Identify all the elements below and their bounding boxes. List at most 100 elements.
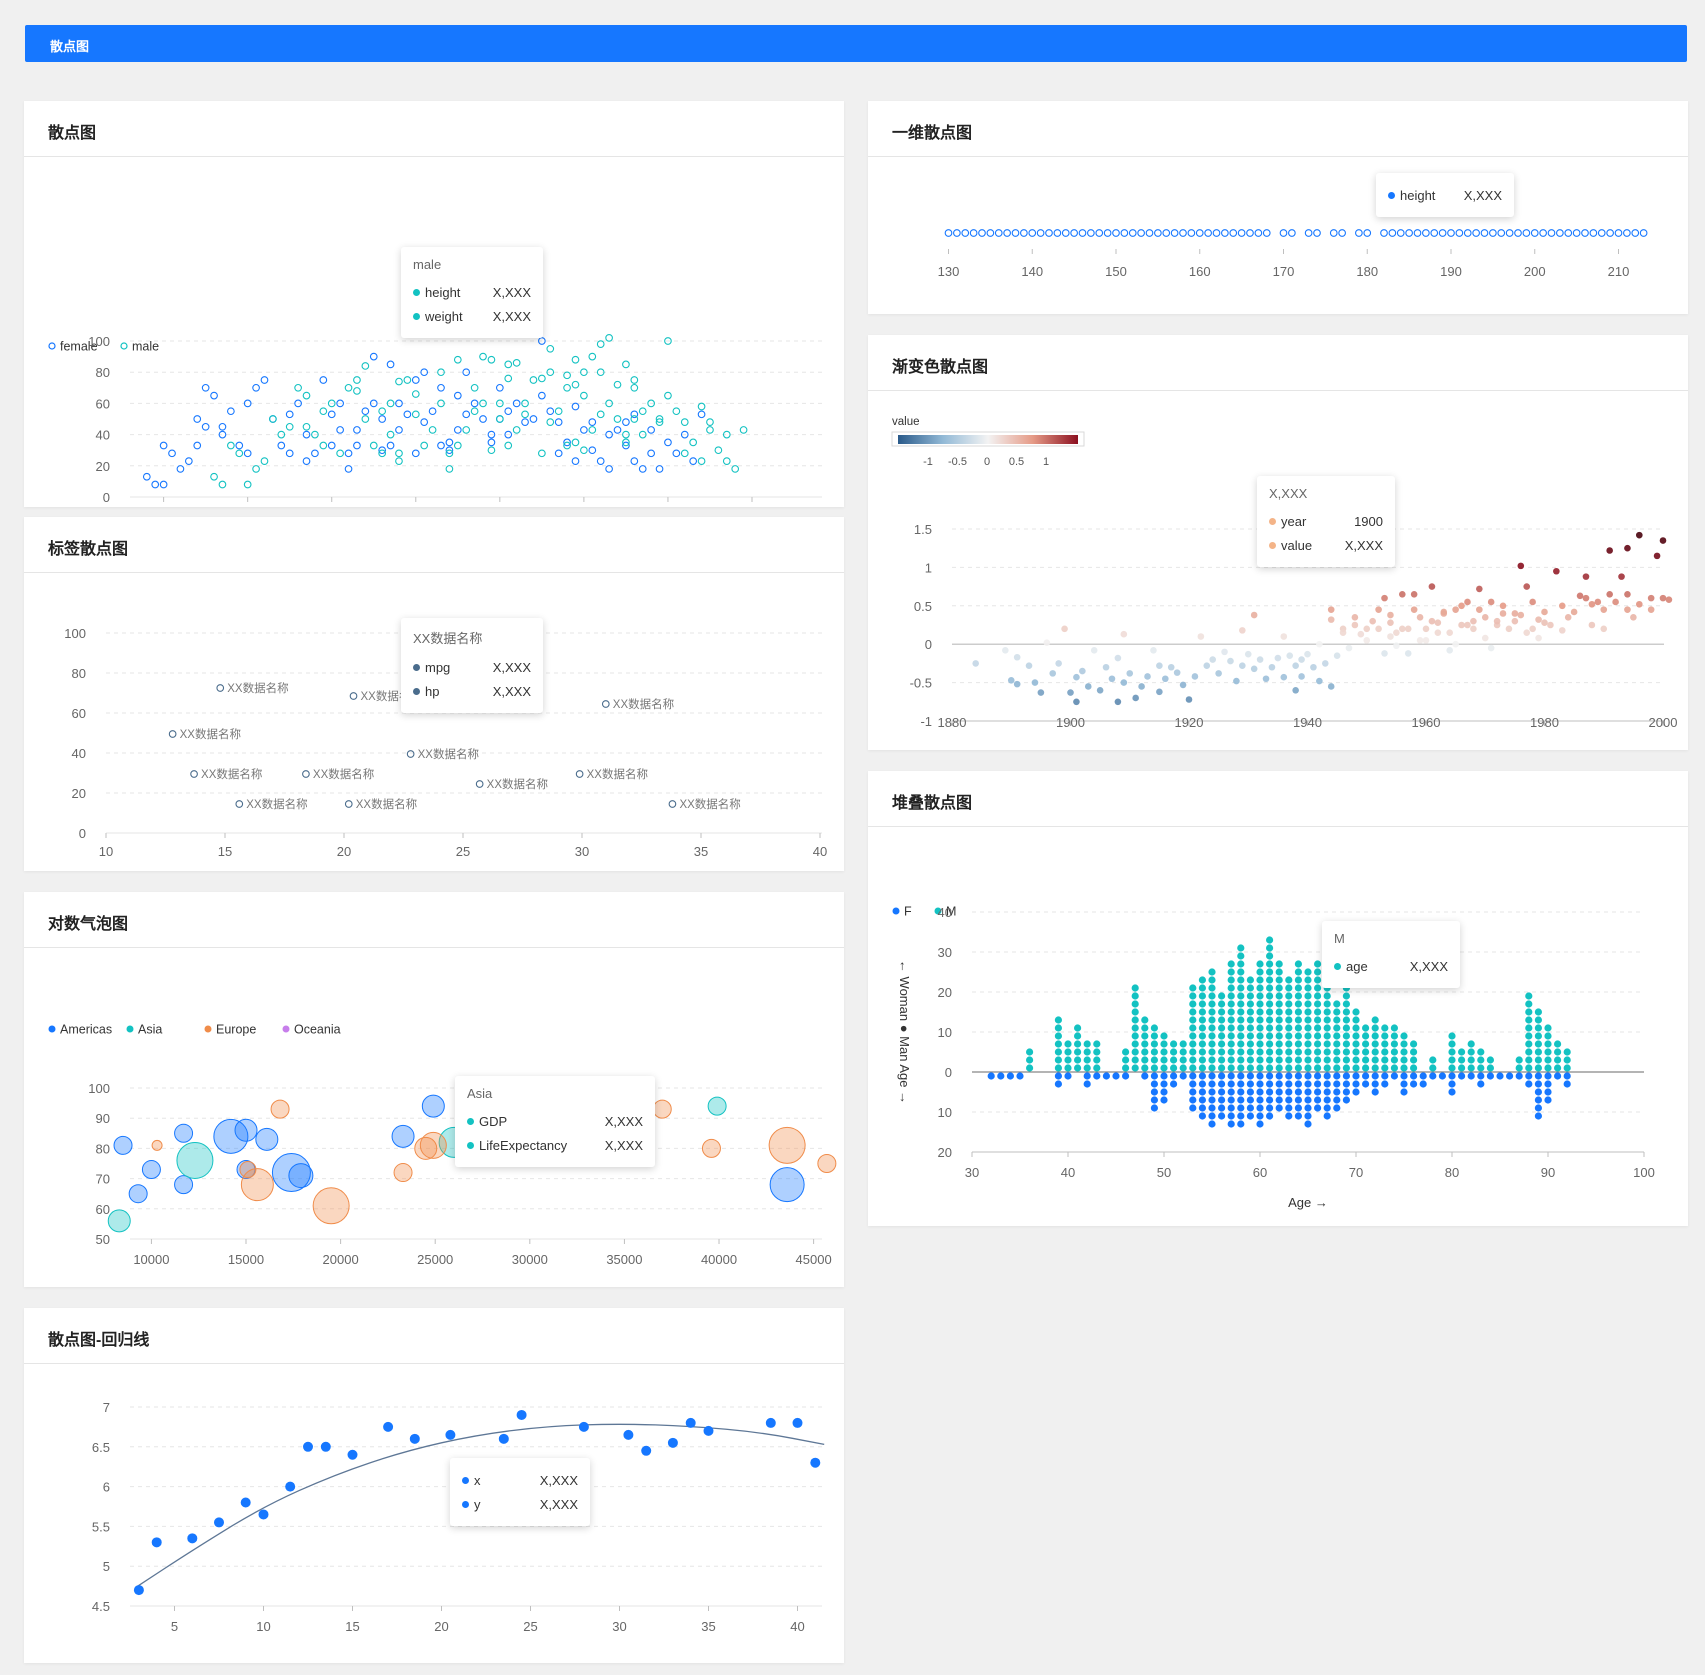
data-point <box>1659 537 1667 544</box>
data-point <box>1275 1080 1283 1088</box>
data-point <box>1195 229 1204 237</box>
data-point <box>1256 976 1264 984</box>
data-point <box>1422 625 1430 633</box>
data-point <box>1333 1016 1341 1024</box>
regression-chart[interactable]: 4.5 5 5.5 6 6.5 7 5 10 15 20 25 30 35 40 <box>24 1364 844 1663</box>
legend-dot-icon <box>467 1117 474 1125</box>
data-point <box>1189 1072 1197 1080</box>
data-point <box>1342 1032 1350 1040</box>
data-point <box>1304 992 1312 1000</box>
bubble <box>151 1139 163 1151</box>
card-header: 散点图 <box>24 101 844 157</box>
data-point <box>1160 1088 1168 1096</box>
legend-label: Oceania <box>294 1023 341 1037</box>
bubble-chart[interactable]: Americas Asia Europe Oceania 50 60 70 80 90 100 10… <box>24 948 844 1287</box>
data-point <box>1120 630 1128 638</box>
top-bar: 散点图 <box>25 25 1687 62</box>
data-point <box>1112 229 1120 237</box>
data-point <box>1189 984 1197 992</box>
legend-title: value <box>892 416 920 428</box>
card-label-scatter: 标签散点图 0 20 40 60 80 100 10 15 20 25 30 35 40 XX数据名称 XX… <box>24 517 844 871</box>
data-point <box>1061 625 1068 633</box>
data-point <box>1011 229 1020 237</box>
data-point <box>1285 1024 1293 1032</box>
data-point <box>1558 627 1566 634</box>
data-point <box>1227 1080 1235 1088</box>
data-point <box>1554 1048 1562 1056</box>
data-point <box>1624 544 1631 552</box>
data-point <box>462 426 471 434</box>
scatter-chart[interactable]: femalemale020406080100130140150160170180… <box>24 157 844 507</box>
data-point <box>1381 1040 1389 1048</box>
data-point <box>1564 614 1572 621</box>
tooltip-value: X,XXX <box>1344 537 1383 553</box>
data-point <box>1497 229 1506 237</box>
bubble <box>113 1135 133 1155</box>
data-point <box>1227 1112 1235 1120</box>
x-tick-label: 15 <box>345 1619 359 1634</box>
data-point <box>605 465 613 473</box>
data-point <box>512 426 521 434</box>
data-point <box>1198 1096 1206 1104</box>
data-point <box>1275 1064 1283 1072</box>
data-point <box>1208 1120 1216 1128</box>
data-point <box>1294 1056 1302 1064</box>
data-point <box>596 340 605 348</box>
data-point <box>1304 1072 1312 1080</box>
data-point <box>303 1441 313 1452</box>
y-tick-label: 50 <box>96 1232 110 1247</box>
data-point <box>1614 229 1623 237</box>
data-point <box>1237 1072 1245 1080</box>
data-point <box>1314 1016 1322 1024</box>
data-point <box>445 438 454 447</box>
legend-dot-icon <box>462 1476 469 1484</box>
data-point <box>1422 229 1430 237</box>
data-point <box>1256 968 1264 976</box>
data-point <box>953 229 961 237</box>
data-point <box>1470 625 1477 633</box>
data-point <box>1339 629 1347 636</box>
data-point <box>722 430 731 439</box>
data-point <box>1256 1064 1264 1072</box>
data-point <box>1534 1064 1542 1072</box>
data-point <box>453 426 462 434</box>
legend-dot-icon <box>1388 191 1395 199</box>
tooltip-key: height <box>425 284 461 300</box>
data-point <box>445 1429 456 1440</box>
gradient-chart[interactable]: value -1 -0.5 0 0.5 1 -1 -0.5 0 0.5 1 1.5 1880 1900 19… <box>868 391 1688 750</box>
data-point <box>1275 1008 1283 1016</box>
data-point <box>1256 960 1264 968</box>
data-point <box>1266 960 1274 968</box>
data-label: XX数据名称 <box>246 797 308 811</box>
data-point <box>1122 1048 1130 1056</box>
data-point <box>1256 1024 1264 1032</box>
data-point <box>1083 1072 1091 1080</box>
legend-dot-icon <box>1269 517 1276 525</box>
data-point <box>765 1417 776 1428</box>
data-point <box>1256 1112 1264 1120</box>
data-point <box>1314 1080 1322 1088</box>
x-tick-label: 30 <box>612 1619 626 1634</box>
card-stacked: 堆叠散点图 F M 40 30 20 10 0 10 20 30 40 50 60 70 80 90 100 Ag… <box>868 771 1688 1226</box>
data-point <box>1352 1040 1360 1048</box>
y-tick-label: 60 <box>72 706 86 721</box>
data-point <box>1304 1056 1312 1064</box>
data-point <box>1150 1080 1158 1088</box>
bubble <box>393 1163 413 1183</box>
data-point <box>1093 1056 1101 1064</box>
data-point <box>1266 1104 1274 1112</box>
data-point <box>601 700 610 708</box>
one-dimension-chart[interactable]: 130 140 150 160 170 180 190 200 210 <box>868 157 1688 314</box>
data-point <box>1189 1008 1197 1016</box>
data-point <box>1525 1056 1533 1064</box>
data-point <box>1141 1040 1149 1048</box>
data-point <box>1400 1040 1408 1048</box>
data-point <box>1314 1056 1322 1064</box>
data-point <box>453 441 462 450</box>
data-point <box>428 426 437 434</box>
x-tick-label: 45000 <box>796 1252 832 1267</box>
data-point <box>1486 1056 1494 1064</box>
data-point <box>1523 629 1531 636</box>
